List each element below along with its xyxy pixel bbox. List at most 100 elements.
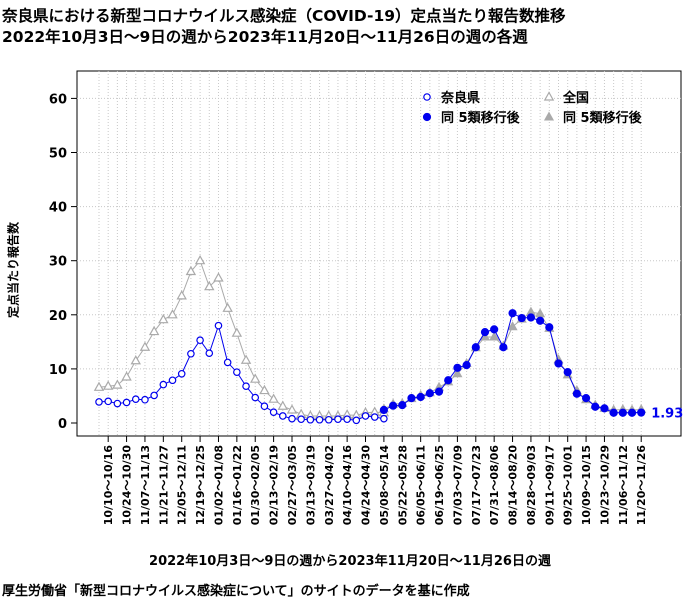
series-point-1 [139, 341, 151, 351]
series-point-0 [214, 321, 223, 330]
series-point-2 [453, 363, 462, 372]
legend-label-3: 同 5類移行後 [563, 110, 643, 126]
x-tick-label: 03/13～03/19 [304, 445, 317, 525]
x-tick-label: 01/30～02/05 [249, 445, 262, 525]
x-tick-label: 07/03～07/09 [451, 445, 464, 525]
series-point-0 [223, 358, 232, 367]
series-point-2 [609, 408, 618, 417]
series-point-0 [251, 393, 260, 402]
series-point-1 [167, 309, 178, 319]
x-tick-label: 08/28～09/03 [525, 445, 538, 525]
series-point-0 [131, 395, 140, 403]
series-point-1 [148, 325, 160, 336]
series-point-2 [434, 387, 444, 396]
series-point-2 [379, 405, 388, 415]
series-point-0 [205, 349, 214, 358]
series-point-1 [231, 327, 243, 337]
series-point-2 [637, 408, 646, 417]
series-point-0 [141, 395, 149, 404]
y-tick-label: 40 [49, 201, 67, 216]
series-point-0 [315, 415, 324, 424]
x-tick-label: 08/14～08/20 [507, 445, 520, 526]
x-tick-label: 10/24～10/30 [121, 445, 134, 526]
series-point-0 [334, 415, 342, 424]
series-point-0 [196, 336, 204, 345]
x-axis-label: 2022年10月3日～9日の週から2023年11月20日～11月26日の週 [149, 554, 551, 569]
series-point-2 [490, 325, 499, 334]
series-point-1 [176, 290, 187, 300]
legend-label-1: 全国 [562, 90, 589, 106]
series-point-0 [95, 398, 103, 406]
y-tick-label: 0 [58, 417, 67, 432]
plot-frame [76, 70, 682, 437]
series-point-0 [352, 416, 361, 425]
series-point-0 [324, 415, 333, 424]
series-point-2 [471, 343, 480, 352]
x-tick-label: 10/09～10/15 [580, 445, 593, 525]
y-tick-label: 50 [49, 147, 67, 162]
series-point-2 [536, 316, 545, 325]
series-point-1 [185, 265, 197, 276]
series-point-1 [102, 380, 114, 390]
series-point-2 [425, 389, 434, 398]
series-point-0 [150, 391, 158, 400]
series-point-0 [113, 399, 122, 408]
series-point-3 [452, 368, 463, 378]
series-point-1 [286, 404, 298, 414]
series-point-2 [563, 368, 572, 377]
x-tick-label: 01/02～01/08 [212, 445, 225, 525]
series-point-1 [259, 384, 270, 395]
series-point-0 [288, 414, 296, 423]
series-point-0 [168, 376, 177, 385]
series-point-1 [93, 381, 105, 391]
series-point-0 [306, 415, 315, 424]
x-tick-label: 02/27～03/05 [286, 445, 299, 525]
x-tick-label: 06/19～06/25 [433, 445, 446, 525]
series-point-2 [591, 402, 600, 411]
series-point-2 [407, 394, 416, 403]
series-point-2 [545, 323, 554, 332]
series-point-2 [581, 394, 591, 403]
series-point-1 [121, 371, 132, 381]
y-axis-label-container: 定点当たり報告数 [2, 150, 24, 390]
series-point-0 [104, 397, 112, 406]
legend-label-0: 奈良県 [440, 90, 480, 106]
series-point-1 [130, 355, 141, 365]
series-point-0 [187, 349, 195, 358]
series-point-2 [517, 313, 526, 323]
series-point-0 [260, 402, 269, 411]
series-point-0 [269, 408, 278, 416]
x-tick-label: 06/05～06/11 [415, 445, 428, 525]
series-point-2 [618, 408, 627, 417]
chart-subtitle: 2022年10月3日～9日の週から2023年11月20日～11月26日の週の各週 [2, 28, 528, 46]
series-point-2 [416, 392, 425, 402]
series-point-1 [213, 272, 224, 282]
last-value-label: 1.93 [651, 407, 683, 422]
x-tick-label: 01/16～01/22 [231, 445, 244, 525]
series-point-0 [361, 412, 370, 420]
series-point-0 [278, 412, 287, 420]
series-point-0 [297, 415, 305, 424]
y-axis-label: 定点当たり報告数 [6, 221, 21, 319]
series-point-2 [554, 359, 563, 368]
series-line-1 [98, 259, 384, 417]
x-tick-label: 09/25～10/01 [562, 445, 575, 525]
y-tick-label: 20 [49, 309, 67, 324]
series-point-3 [507, 321, 518, 331]
series-point-2 [462, 361, 471, 370]
legend-marker-2 [422, 112, 432, 122]
series-line-0 [98, 323, 384, 421]
x-tick-label: 12/19～12/25 [194, 445, 207, 525]
series-point-2 [600, 404, 609, 413]
series-point-0 [233, 368, 241, 376]
series-point-1 [112, 379, 123, 389]
series-point-1 [222, 302, 233, 312]
x-tick-label: 07/17～07/23 [470, 445, 483, 525]
series-point-1 [194, 254, 206, 265]
series-point-0 [343, 415, 351, 424]
series-point-1 [277, 400, 289, 410]
series-point-1 [204, 280, 215, 291]
series-point-1 [268, 393, 279, 403]
series-point-1 [240, 354, 252, 364]
